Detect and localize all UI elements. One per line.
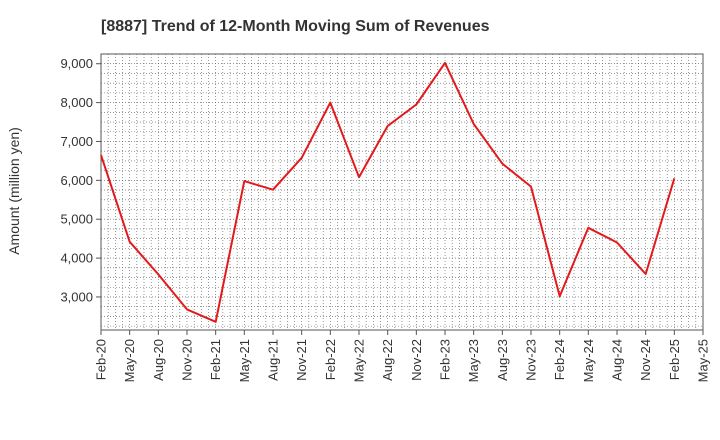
x-tick-label: Feb-20 <box>94 339 109 380</box>
x-tick-label: Feb-22 <box>323 339 338 380</box>
x-tick-label: Feb-21 <box>208 339 223 380</box>
x-tick-label: May-25 <box>696 339 711 382</box>
y-tick-label: 5,000 <box>60 212 93 227</box>
x-tick-label: Nov-20 <box>180 339 195 381</box>
x-tick-label: May-24 <box>581 339 596 382</box>
x-tick-label: Nov-22 <box>409 339 424 381</box>
x-tick-label: Aug-21 <box>266 339 281 381</box>
y-axis-label: Amount (million yen) <box>6 127 22 255</box>
series-line <box>100 61 676 323</box>
x-tick-label: Nov-24 <box>638 339 653 381</box>
grid <box>101 54 703 330</box>
x-tick-label: Aug-22 <box>380 339 395 381</box>
x-tick-label: Aug-20 <box>151 339 166 381</box>
y-axis: 3,000 4,000 5,000 6,000 7,000 8,000 9,000 <box>60 56 101 304</box>
x-tick-label: Nov-21 <box>294 339 309 381</box>
y-tick-label: 3,000 <box>60 289 93 304</box>
x-tick-label: Feb-24 <box>552 339 567 380</box>
chart-title: [8887] Trend of 12-Month Moving Sum of R… <box>101 18 490 35</box>
y-tick-label: 6,000 <box>60 173 93 188</box>
x-tick-label: May-20 <box>122 339 137 382</box>
x-tick-label: Aug-24 <box>610 339 625 381</box>
plot-frame <box>100 53 704 331</box>
x-tick-label: Nov-23 <box>524 339 539 381</box>
x-tick-label: May-23 <box>466 339 481 382</box>
x-tick-label: May-21 <box>237 339 252 382</box>
data-points <box>100 62 675 322</box>
y-tick-label: 7,000 <box>60 134 93 149</box>
x-tick-label: May-22 <box>352 339 367 382</box>
x-tick-label: Feb-25 <box>667 339 682 380</box>
y-tick-label: 4,000 <box>60 251 93 266</box>
x-tick-label: Aug-23 <box>495 339 510 381</box>
x-axis: Feb-20 May-20 Aug-20 Nov-20 Feb-21 May-21 Aug-… <box>94 330 711 382</box>
y-tick-label: 8,000 <box>60 95 93 110</box>
x-tick-label: Feb-23 <box>438 339 453 380</box>
y-tick-label: 9,000 <box>60 56 93 71</box>
